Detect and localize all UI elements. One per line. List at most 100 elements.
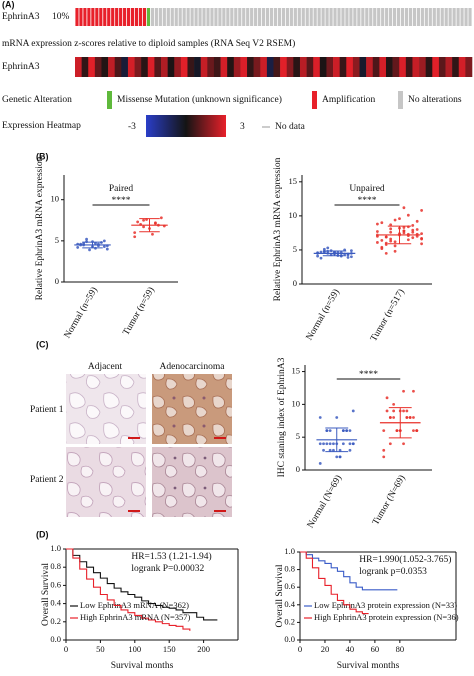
data-point — [415, 228, 419, 231]
heatmap-cell — [207, 57, 215, 77]
data-point — [380, 221, 384, 225]
data-point — [376, 222, 379, 226]
chart-title: Paired — [109, 184, 134, 194]
data-point — [402, 231, 406, 235]
legend-label: Low EphrinA3 protein expression (N=33) — [314, 600, 457, 610]
data-point — [351, 442, 355, 446]
alteration-cell — [265, 8, 270, 26]
data-point — [415, 234, 419, 238]
panel-label: (D) — [36, 529, 49, 539]
y-tick-label: 1.0 — [50, 543, 61, 553]
heatmap-cell — [326, 57, 334, 77]
alteration-cell — [357, 8, 361, 26]
heatmap-cell — [260, 57, 268, 77]
alteration-cell — [381, 8, 385, 26]
data-point — [325, 429, 329, 433]
heatmap-cell — [346, 57, 354, 77]
alteration-cell — [214, 8, 218, 26]
data-point — [348, 448, 352, 452]
data-point — [393, 244, 397, 248]
y-tick-label: 0.2 — [284, 616, 295, 626]
heatmap-cell — [187, 57, 195, 77]
data-point — [412, 429, 415, 433]
annotation: logrank p=0.0353 — [359, 567, 427, 577]
data-point — [402, 226, 406, 229]
data-point — [322, 247, 326, 251]
y-tick-label: 10 — [292, 398, 301, 408]
alteration-cell — [210, 8, 214, 26]
alteration-cell — [238, 8, 242, 26]
heatmap-cell — [194, 57, 202, 77]
heatmap-cell — [280, 57, 288, 77]
data-point — [412, 389, 415, 393]
data-point — [406, 238, 410, 242]
heatmap-cell — [313, 57, 321, 77]
data-point — [420, 209, 423, 212]
legend-swatch — [107, 91, 112, 109]
alteration-cell — [444, 8, 448, 26]
alteration-cell — [464, 8, 468, 26]
heatmap-cell — [333, 57, 340, 77]
alteration-cell — [456, 8, 460, 26]
alteration-cell — [317, 8, 321, 26]
alteration-cell — [91, 8, 95, 26]
legend-swatch — [312, 91, 317, 109]
alteration-cell — [353, 8, 357, 26]
data-point — [133, 235, 137, 239]
heatmap-cell — [399, 57, 407, 77]
alteration-cell — [420, 8, 424, 26]
alteration-cell — [436, 8, 440, 26]
data-point — [384, 251, 388, 255]
x-tick-label: 150 — [163, 644, 176, 654]
x-tick-label: 60 — [371, 644, 380, 654]
alteration-cell — [119, 8, 123, 26]
alteration-cell — [154, 8, 158, 26]
alteration-cell — [408, 8, 413, 26]
data-point — [420, 242, 423, 246]
alteration-cell — [341, 8, 345, 26]
heatmap-cell — [425, 57, 433, 77]
chart-title: Unpaired — [349, 184, 385, 194]
alteration-cell — [123, 8, 127, 26]
data-point — [392, 409, 396, 413]
scale-label: -3 — [128, 122, 136, 132]
y-axis-label: IHC staning index of EphrinA3 — [276, 357, 287, 477]
data-point — [345, 429, 349, 433]
alteration-cell — [345, 8, 349, 26]
data-point — [388, 442, 392, 446]
alteration-cell — [190, 8, 194, 26]
ihc-image — [66, 374, 146, 444]
y-tick-label: 0.2 — [50, 616, 61, 626]
data-point — [350, 249, 353, 253]
data-point — [318, 416, 322, 419]
x-tick-label: 100 — [128, 644, 141, 654]
data-point — [393, 249, 397, 253]
ihc-image — [66, 447, 146, 517]
heatmap-cell — [286, 57, 294, 77]
data-point — [395, 429, 399, 433]
y-tick-label: 15 — [289, 176, 298, 186]
y-tick-label: 0.4 — [284, 599, 295, 609]
heatmap-cell — [419, 57, 426, 77]
heatmap-cell — [154, 57, 162, 77]
x-tick-label: Normal (n=59) — [304, 287, 342, 342]
survival-curve — [300, 551, 369, 615]
legend-swatch — [398, 91, 403, 109]
data-point — [402, 206, 406, 210]
data-point — [328, 442, 332, 446]
heatmap-scale — [146, 115, 226, 137]
x-tick-label: Tumor (n=59) — [121, 285, 157, 337]
heatmap-cell — [247, 57, 254, 77]
y-axis-label: Relative EphrinA3 mRNA expression — [273, 157, 283, 301]
heatmap-cell — [465, 57, 473, 77]
y-tick-label: 0.4 — [50, 598, 61, 608]
alteration-cell — [230, 8, 234, 26]
alteration-cell — [281, 8, 286, 26]
gene-label: EphrinA3 — [2, 62, 40, 72]
alteration-cell — [226, 8, 230, 26]
alteration-cell — [75, 8, 79, 26]
alteration-cell — [115, 8, 119, 26]
y-tick-label: 0 — [293, 278, 297, 288]
alteration-cell — [162, 8, 166, 26]
x-tick-label: Normal (n=59) — [62, 285, 100, 340]
